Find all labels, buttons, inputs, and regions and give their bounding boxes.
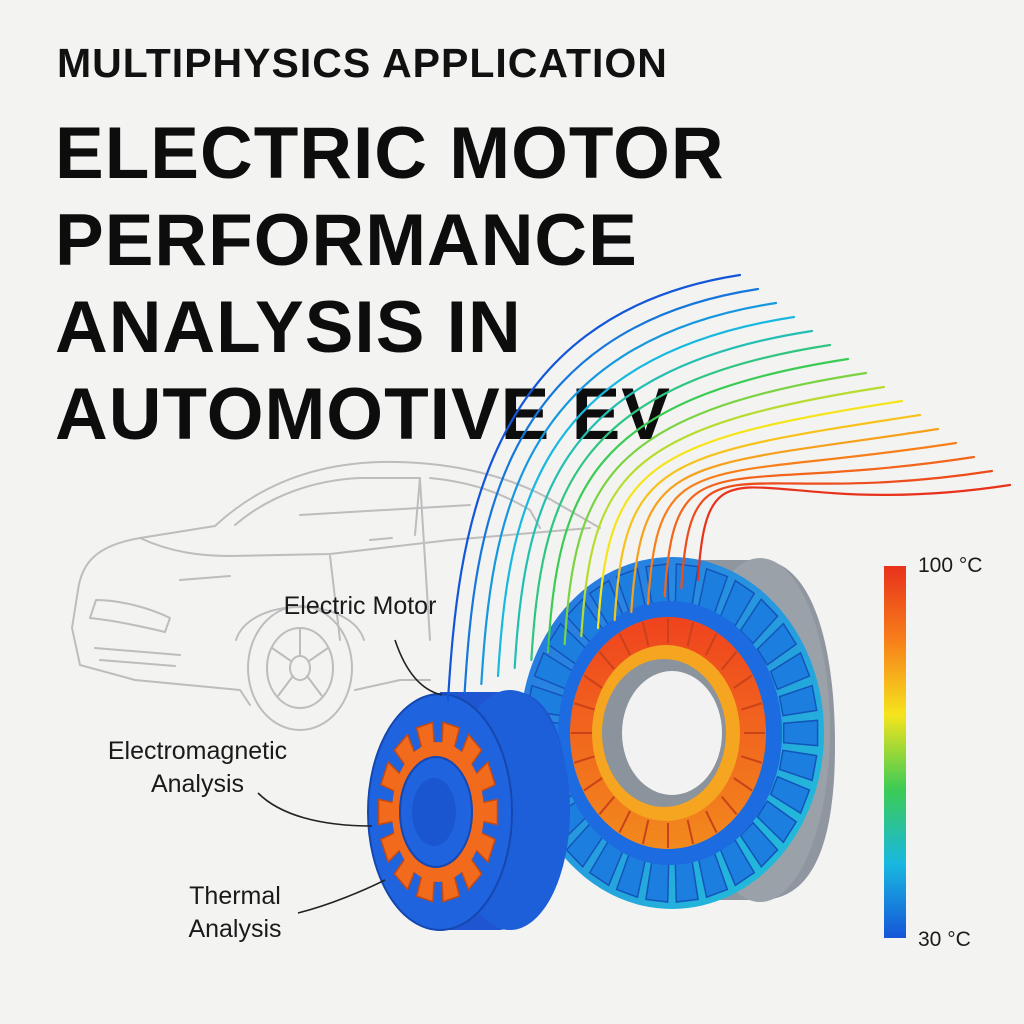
ring-slot xyxy=(618,810,631,834)
thermal-leader xyxy=(297,879,386,914)
car-outline-icon xyxy=(71,460,601,731)
stator-tooth xyxy=(778,684,818,717)
stator-tooth xyxy=(778,749,818,782)
scale-min-label: 30 °C xyxy=(918,928,971,951)
streamline xyxy=(663,455,976,598)
ring-slot xyxy=(583,777,603,792)
ring-slot xyxy=(733,777,753,792)
ring-slot xyxy=(686,621,695,647)
eyebrow-heading: MULTIPHYSICS APPLICATION xyxy=(57,40,668,86)
ring-slot xyxy=(705,632,718,656)
ring-slot xyxy=(705,810,718,834)
callout-thermal-analysis: Thermal Analysis xyxy=(188,882,282,943)
streamline xyxy=(596,399,904,630)
streamline xyxy=(646,441,958,606)
streamline xyxy=(446,273,742,702)
ring-slot xyxy=(598,795,616,815)
ring-slot xyxy=(641,621,650,647)
streamline xyxy=(480,301,778,686)
stator-tooth xyxy=(739,598,779,645)
title-line-4: AUTOMOTIVE EV xyxy=(55,374,671,455)
heat-flow-lines-icon xyxy=(446,273,1012,702)
stator-tooth xyxy=(756,800,798,844)
scale-max-label: 100 °C xyxy=(918,554,983,577)
streamline xyxy=(546,357,850,654)
electric-motor-leader xyxy=(394,639,443,696)
streamline xyxy=(513,329,814,670)
streamline xyxy=(563,371,868,646)
streamline xyxy=(696,483,1012,582)
stator-tooth xyxy=(769,775,811,815)
ring-slot xyxy=(574,755,595,764)
ring-slot xyxy=(641,819,650,845)
title-line-1: ELECTRIC MOTOR xyxy=(55,113,725,194)
streamline xyxy=(630,427,940,614)
callout-electric-motor: Electric Motor xyxy=(283,592,437,620)
stator-tooth xyxy=(756,622,798,666)
ring-slot xyxy=(720,795,738,815)
streamline xyxy=(580,385,886,638)
title-line-3: ANALYSIS IN xyxy=(55,287,522,368)
page-title: ELECTRIC MOTOR PERFORMANCE ANALYSIS IN A… xyxy=(55,110,725,458)
color-scale-bar xyxy=(884,566,906,938)
streamline xyxy=(530,343,832,662)
streamline xyxy=(680,469,994,590)
stator-large xyxy=(520,557,835,909)
ring-slot xyxy=(583,674,603,689)
streamline xyxy=(496,315,796,678)
motor-small xyxy=(367,690,570,931)
callout-electromagnetic-analysis: Electromagnetic Analysis xyxy=(107,737,288,798)
ring-slot xyxy=(720,651,738,671)
ring-slot xyxy=(741,755,762,764)
ring-slot xyxy=(733,674,753,689)
ring-slot xyxy=(686,819,695,845)
streamline xyxy=(463,287,760,694)
ring-slot xyxy=(618,632,631,656)
electromagnetic-leader xyxy=(257,792,373,827)
streamline xyxy=(613,413,922,622)
stator-tooth xyxy=(782,719,819,747)
ring-slot xyxy=(741,702,762,711)
title-line-2: PERFORMANCE xyxy=(55,200,638,281)
ring-slot xyxy=(574,702,595,711)
stator-tooth xyxy=(769,651,811,691)
ring-slot xyxy=(598,651,616,671)
